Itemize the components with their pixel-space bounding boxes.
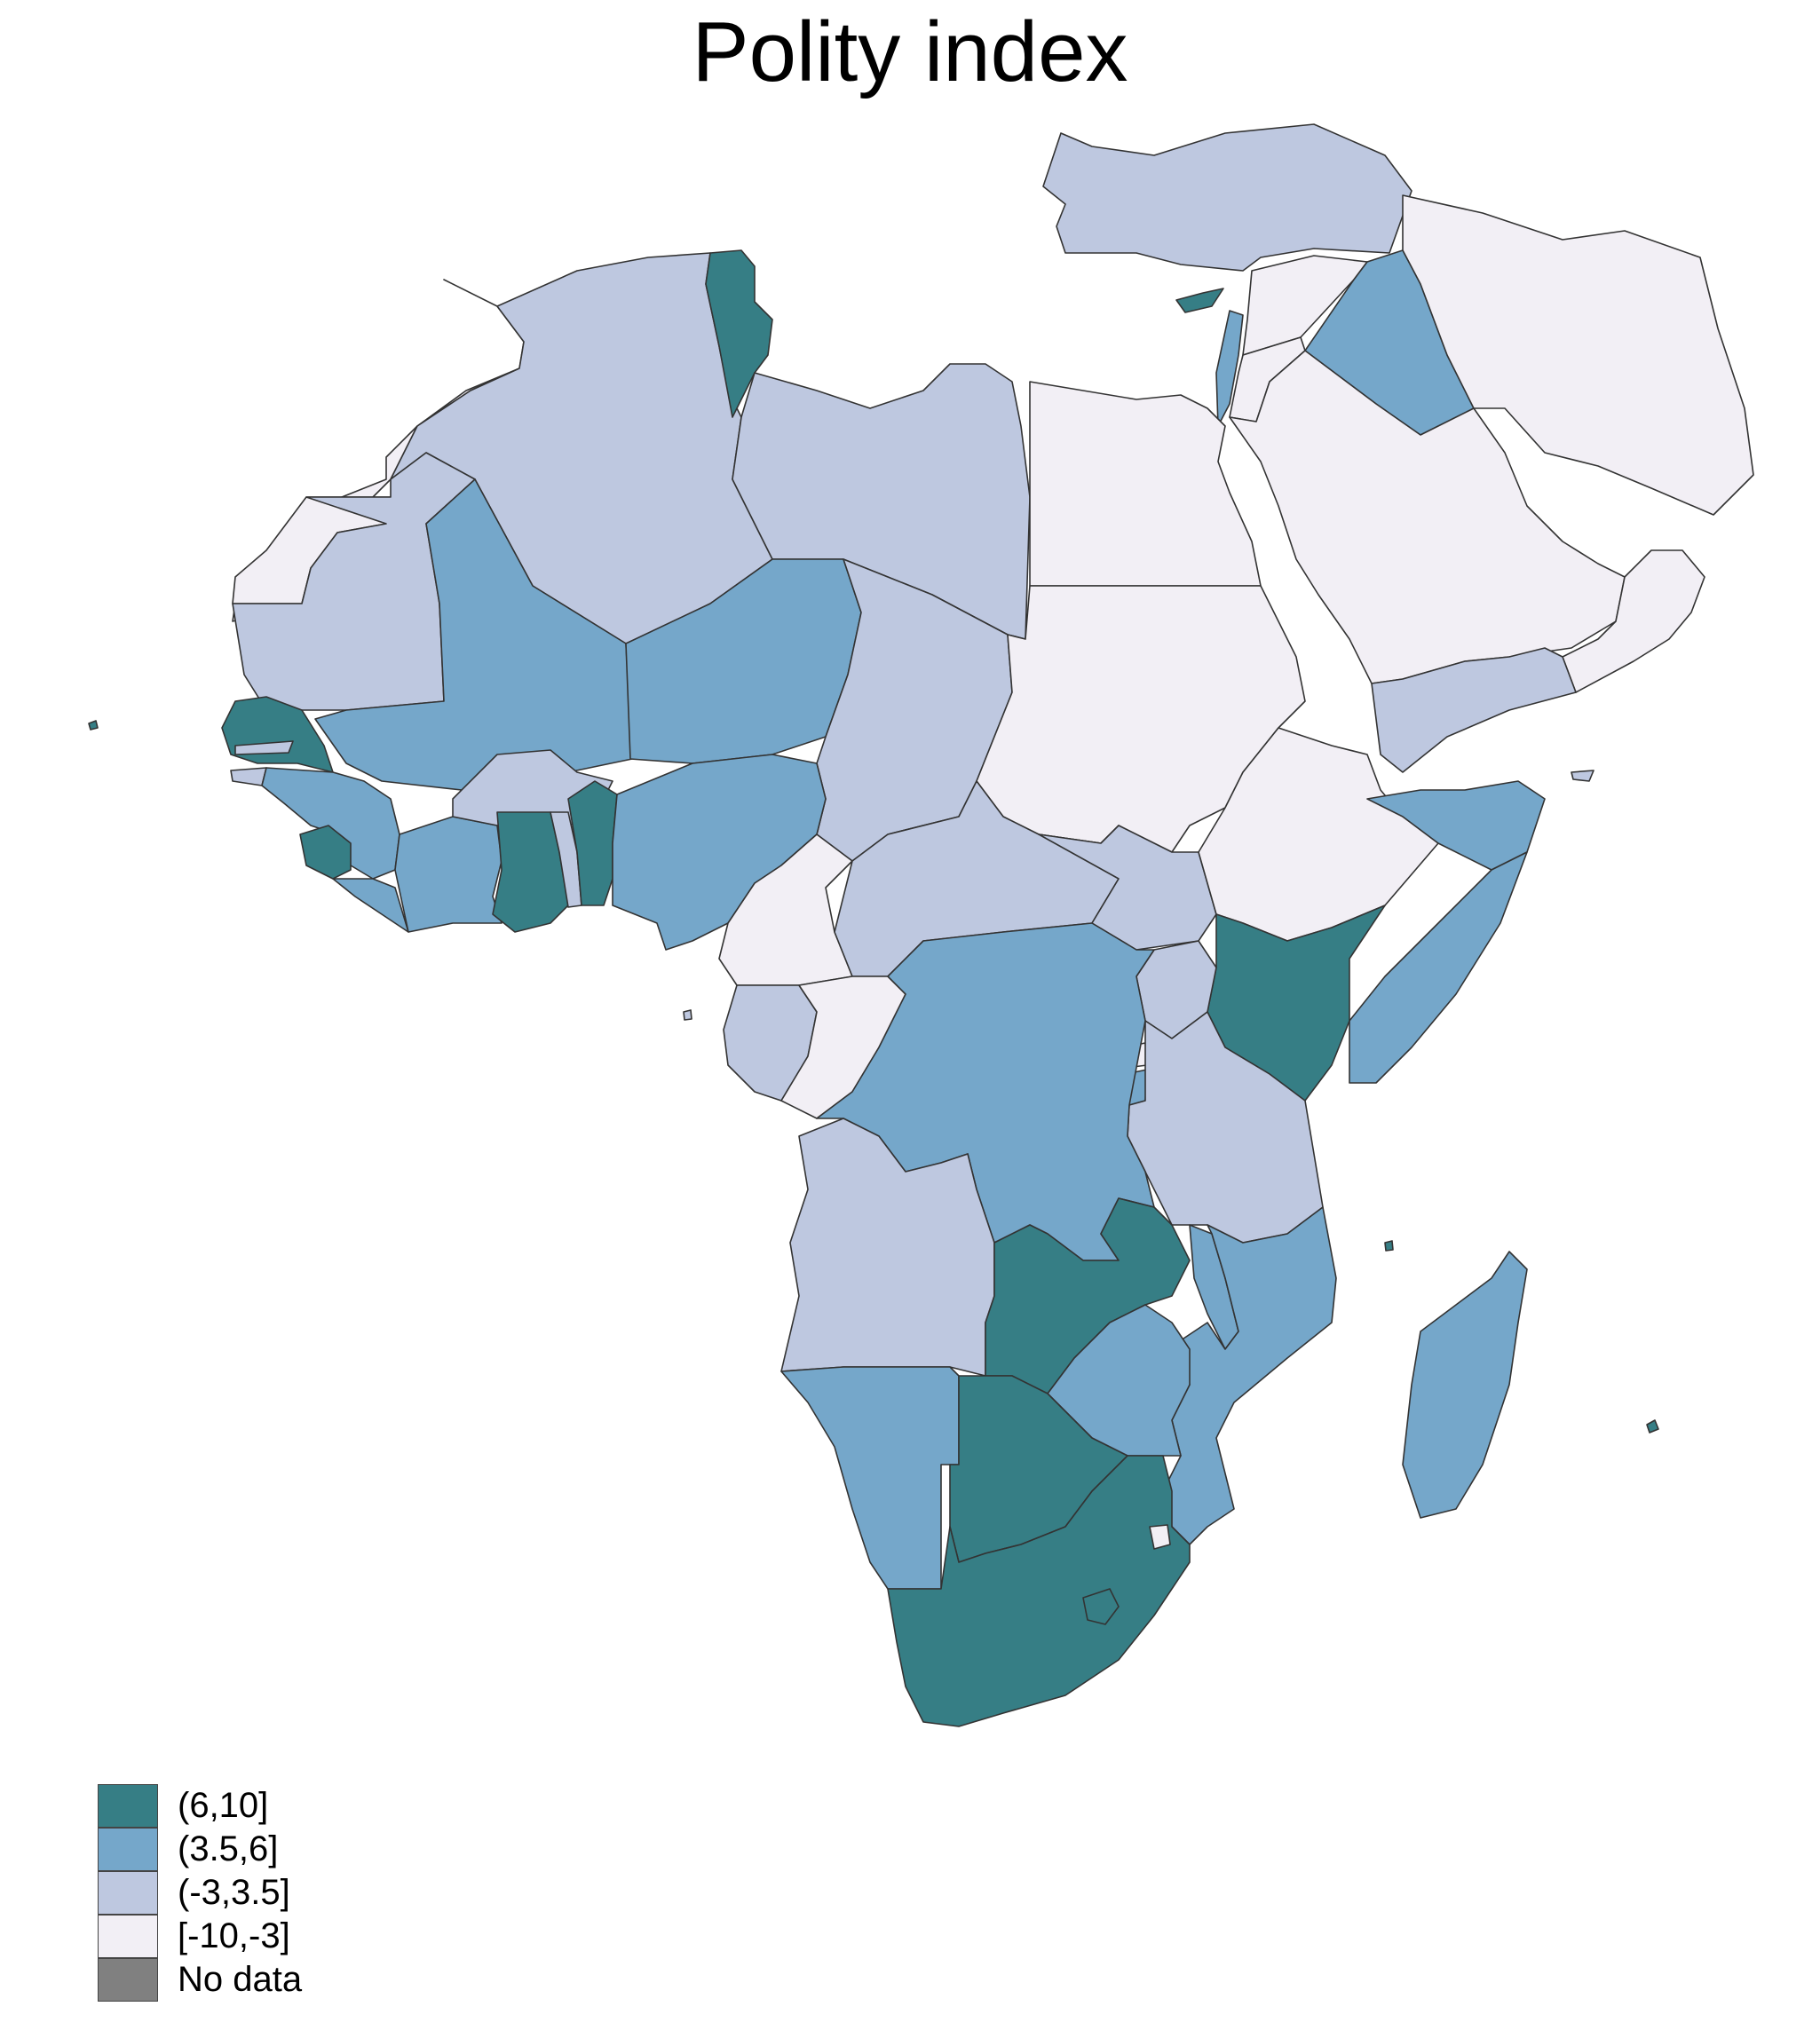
region-israel: [1215, 310, 1244, 427]
region-oman: [1562, 549, 1705, 693]
region-angola: [780, 1118, 995, 1377]
legend-item: No data: [98, 1958, 302, 2002]
region-somalia-north: [1366, 780, 1546, 871]
region-somalia: [1349, 851, 1528, 1084]
legend-swatch: [98, 1784, 158, 1828]
region-lesotho: [1082, 1588, 1120, 1625]
legend-item: (6,10]: [98, 1784, 302, 1828]
legend-label: (-3,3.5]: [178, 1873, 290, 1912]
region-cote-divoire: [394, 816, 502, 933]
region-egypt: [1029, 381, 1262, 587]
region-cyprus: [1175, 288, 1224, 313]
region-madagascar: [1402, 1251, 1528, 1519]
map-legend: (6,10] (3.5,6] (-3,3.5] [-10,-3] No data: [98, 1784, 302, 2002]
legend-label: No data: [178, 1960, 303, 1999]
legend-item: [-10,-3]: [98, 1915, 302, 1958]
legend-swatch: [98, 1958, 158, 2002]
region-turkey: [1042, 123, 1412, 272]
region-sierra-leone: [299, 825, 352, 880]
region-syria: [1242, 255, 1368, 356]
region-comoros: [1384, 1240, 1394, 1252]
region-eswatini: [1149, 1524, 1171, 1550]
region-iran: [1402, 194, 1754, 516]
region-liberia: [332, 878, 409, 933]
map-title: Polity index: [692, 4, 1128, 99]
legend-item: (-3,3.5]: [98, 1871, 302, 1915]
region-cape-verde: [88, 720, 99, 731]
region-gulf-island: [1571, 770, 1594, 782]
region-mauritius: [1646, 1419, 1659, 1434]
region-tunisia: [705, 249, 773, 418]
region-guinea-bissau: [230, 767, 267, 786]
region-sao-tome: [683, 1009, 692, 1021]
region-yemen: [1371, 647, 1577, 773]
region-south-africa: [887, 1455, 1191, 1727]
region-gambia: [234, 740, 294, 755]
legend-swatch: [98, 1915, 158, 1958]
legend-label: [-10,-3]: [178, 1916, 290, 1955]
legend-item: (3.5,6]: [98, 1828, 302, 1871]
legend-swatch: [98, 1871, 158, 1915]
legend-label: (3.5,6]: [178, 1829, 279, 1868]
legend-swatch: [98, 1828, 158, 1871]
region-namibia: [780, 1366, 960, 1590]
legend-label: (6,10]: [178, 1786, 269, 1825]
